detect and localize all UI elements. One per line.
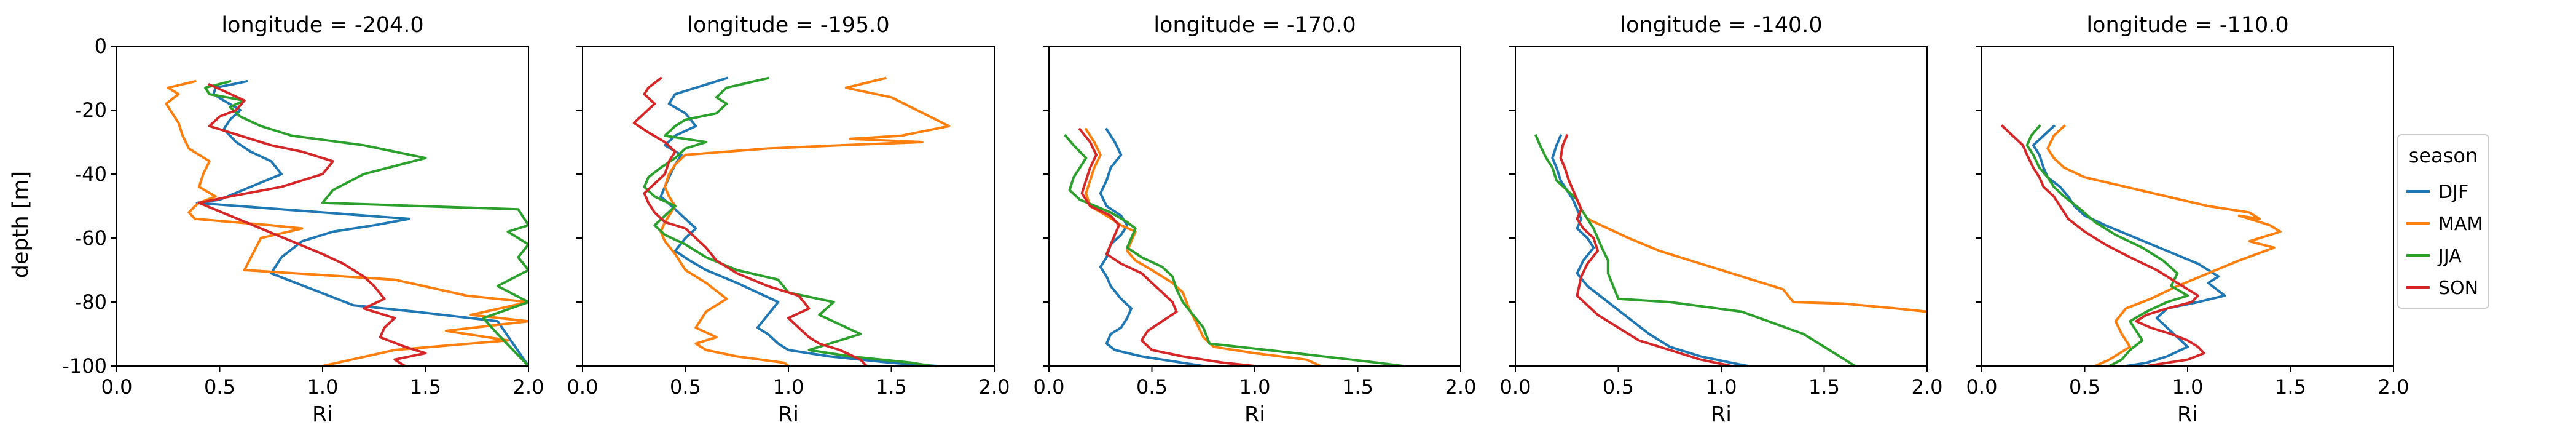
x-tick-label: 0.5 [2069,375,2100,399]
plot-frame [1981,46,2394,367]
series-line-jja [643,76,934,366]
series-line-jja [1534,133,1857,366]
series-lines [1063,127,1405,366]
x-tick-label: 1.0 [773,375,804,399]
legend-label: JJA [2437,245,2462,267]
x-tick-label: 1.5 [1808,375,1840,399]
series-line-djf [659,76,938,366]
legend-title: season [2409,144,2478,167]
x-tick-label: 1.0 [2172,375,2204,399]
x-tick-label: 2.0 [1912,375,1943,399]
x-tick-label: 2.0 [1445,375,1477,399]
x-tick-label: 0.0 [1500,375,1531,399]
x-tick-label: 1.0 [1706,375,1737,399]
legend-entry-son: SON [2406,277,2478,299]
y-axis-label: depth [m] [9,171,33,278]
legend-entry-djf: DJF [2406,181,2468,203]
series-line-son [2000,124,2205,366]
legend-entry-jja: JJA [2406,245,2462,267]
x-tick-label: 0.5 [1136,375,1168,399]
y-tick-label: -40 [75,162,107,186]
x-tick-label: 2.0 [2378,375,2409,399]
panel-title: longitude = -110.0 [2086,13,2288,38]
legend: season DJF MAM JJA SON [2397,134,2489,309]
x-tick-label: 0.5 [670,375,701,399]
legend-box [2397,134,2489,309]
x-tick-label: 0.0 [1966,375,1998,399]
y-tick-label: -60 [75,226,107,250]
series-line-jja [204,79,528,366]
panel-title: longitude = -204.0 [221,13,423,38]
panel-2: longitude = -195.0 0.0 0.5 1.0 1.5 2.0 Ri [567,13,1010,427]
x-tick-label: 1.0 [307,375,339,399]
y-tick-label: -100 [62,354,107,378]
x-tick-label: 2.0 [513,375,544,399]
legend-label: DJF [2438,181,2468,203]
panel-title: longitude = -170.0 [1153,13,1356,38]
series-line-djf [2032,124,2226,366]
x-tick-label: 1.5 [876,375,907,399]
x-tick-label: 1.0 [1239,375,1271,399]
series-line-son [632,76,869,366]
series-line-djf [1551,133,1749,366]
y-tick-label: 0 [95,34,107,58]
series-lines [1534,133,1927,366]
series-lines [632,76,951,366]
plot-frame [1515,46,1928,367]
x-axis-label: Ri [1711,402,1732,427]
y-tick-label: -20 [75,98,107,122]
panel-1: longitude = -204.0 0.0 0.5 1.0 1.5 2.0 Ri 0 -20 -… [62,13,544,427]
series-line-son [1559,133,1734,366]
series-line-mam [165,79,528,366]
y-tick-label: -80 [75,290,107,314]
series-line-mam [2046,124,2282,366]
x-tick-label: 0.5 [204,375,235,399]
x-tick-label: 0.0 [101,375,133,399]
x-tick-label: 0.0 [1034,375,1065,399]
legend-label: SON [2438,277,2478,299]
panel-5: longitude = -110.0 0.0 0.5 1.0 1.5 2.0 Ri [1966,13,2409,427]
x-tick-label: 1.5 [410,375,441,399]
x-tick-label: 0.0 [567,375,599,399]
chart-panels: longitude = -204.0 0.0 0.5 1.0 1.5 2.0 Ri 0 -20 -… [62,13,2409,427]
y-axis-label-group: depth [m] [9,171,33,278]
x-tick-label: 0.5 [1603,375,1634,399]
x-axis-label: Ri [312,402,333,427]
series-line-son [198,82,427,366]
x-tick-label: 1.5 [2275,375,2306,399]
panel-4: longitude = -140.0 0.0 0.5 1.0 1.5 2.0 Ri [1500,13,1943,427]
series-line-mam [1559,133,1927,313]
series-line-son [1078,127,1257,366]
series-line-mam [659,76,951,366]
series-line-jja [2025,124,2189,366]
plot-frame [1048,46,1461,367]
x-axis-label: Ri [778,402,799,427]
series-lines [165,79,528,366]
legend-entry-mam: MAM [2406,213,2483,235]
panel-title: longitude = -195.0 [687,13,889,38]
series-line-jja [1063,133,1405,366]
x-axis-label: Ri [2177,402,2198,427]
x-axis-label: Ri [1244,402,1265,427]
series-lines [2000,124,2282,366]
series-line-mam [1084,127,1322,366]
x-tick-label: 2.0 [979,375,1010,399]
x-tick-label: 1.5 [1342,375,1373,399]
series-line-djf [1099,127,1205,366]
legend-label: MAM [2438,213,2483,235]
panel-title: longitude = -140.0 [1620,13,1822,38]
panel-3: longitude = -170.0 0.0 0.5 1.0 1.5 2.0 Ri [1034,13,1477,427]
